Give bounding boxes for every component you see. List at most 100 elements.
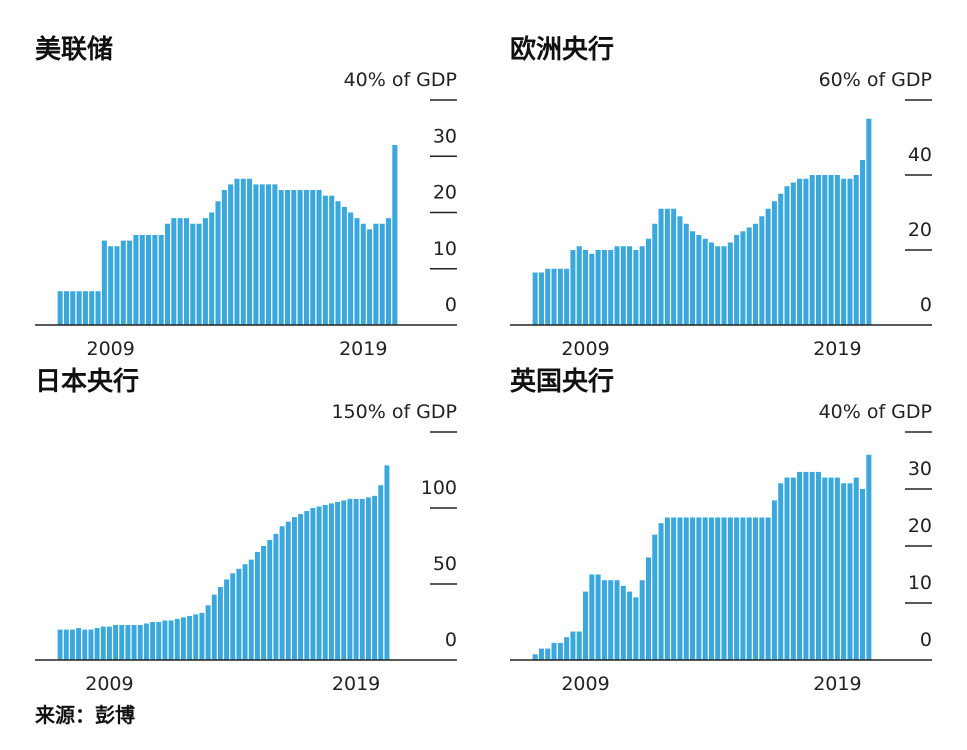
bar bbox=[310, 508, 316, 660]
bar bbox=[341, 500, 347, 660]
bar bbox=[746, 227, 752, 325]
bar bbox=[589, 574, 595, 660]
bar bbox=[683, 517, 689, 660]
bar bbox=[70, 291, 76, 325]
bar bbox=[139, 235, 145, 325]
bar bbox=[353, 498, 359, 660]
bar bbox=[677, 517, 683, 660]
bar bbox=[532, 654, 538, 660]
bar bbox=[379, 223, 385, 325]
bar bbox=[778, 483, 784, 660]
bar bbox=[633, 597, 639, 660]
bar bbox=[671, 208, 677, 325]
bar bbox=[784, 477, 790, 660]
bar bbox=[853, 477, 859, 660]
bar bbox=[790, 477, 796, 660]
bar bbox=[778, 193, 784, 325]
bar bbox=[378, 485, 384, 660]
bar bbox=[740, 231, 746, 325]
bar bbox=[354, 218, 360, 325]
bar bbox=[304, 511, 310, 660]
bar bbox=[221, 190, 227, 325]
y-tick-label: 40% of GDP bbox=[819, 401, 932, 423]
bar bbox=[860, 160, 866, 325]
y-tick-label: 60% of GDP bbox=[819, 69, 932, 91]
bar bbox=[652, 223, 658, 325]
x-tick-label: 2019 bbox=[339, 338, 387, 360]
y-tick-label: 20 bbox=[908, 515, 932, 537]
bar bbox=[217, 587, 223, 660]
bar bbox=[211, 594, 217, 660]
y-tick-label: 20 bbox=[908, 219, 932, 241]
bar bbox=[753, 223, 759, 325]
bar bbox=[57, 291, 63, 325]
bar bbox=[133, 235, 139, 325]
bar bbox=[570, 631, 576, 660]
bar bbox=[95, 291, 101, 325]
bar bbox=[373, 223, 379, 325]
bar bbox=[365, 497, 371, 660]
bar bbox=[143, 623, 149, 660]
bar bbox=[224, 579, 230, 660]
y-tick-label: 40 bbox=[908, 144, 932, 166]
bar bbox=[601, 250, 607, 325]
bar bbox=[545, 268, 551, 325]
bar bbox=[248, 559, 254, 660]
bar bbox=[119, 625, 125, 660]
bar bbox=[259, 184, 265, 325]
bar bbox=[285, 521, 291, 660]
bar bbox=[841, 178, 847, 325]
x-tick-label: 2019 bbox=[332, 673, 380, 695]
bar bbox=[538, 272, 544, 325]
bar bbox=[82, 629, 88, 660]
bar bbox=[272, 184, 278, 325]
bar bbox=[583, 250, 589, 325]
bar bbox=[557, 642, 563, 660]
bar bbox=[125, 625, 131, 660]
bar bbox=[215, 201, 221, 325]
bar bbox=[708, 242, 714, 325]
bar bbox=[120, 240, 126, 325]
bar bbox=[335, 501, 341, 660]
bar bbox=[815, 471, 821, 660]
bar bbox=[721, 517, 727, 660]
bar bbox=[164, 223, 171, 325]
bar bbox=[254, 552, 260, 660]
bar bbox=[310, 190, 316, 325]
bar bbox=[595, 250, 601, 325]
bar bbox=[348, 212, 354, 325]
bar bbox=[236, 568, 242, 660]
bar bbox=[156, 622, 162, 660]
y-tick-label: 150% of GDP bbox=[331, 401, 457, 423]
bar bbox=[545, 648, 551, 660]
bar bbox=[866, 118, 872, 325]
bar bbox=[384, 465, 390, 660]
x-tick-label: 2019 bbox=[813, 673, 861, 695]
bar bbox=[784, 186, 790, 325]
bar bbox=[372, 495, 378, 660]
panel-title: 美联储 bbox=[35, 34, 113, 65]
bar bbox=[608, 250, 614, 325]
bar bbox=[316, 506, 322, 660]
y-tick-label: 50 bbox=[433, 553, 457, 575]
bar bbox=[834, 175, 840, 325]
bar bbox=[847, 178, 853, 325]
bar bbox=[532, 272, 538, 325]
x-tick-label: 2009 bbox=[85, 673, 133, 695]
bar bbox=[601, 580, 607, 660]
bar bbox=[576, 246, 582, 325]
bar bbox=[335, 201, 341, 325]
bar bbox=[715, 517, 721, 660]
bar bbox=[683, 223, 689, 325]
bar bbox=[765, 517, 771, 660]
bar bbox=[291, 517, 297, 660]
bar bbox=[137, 625, 143, 660]
bar bbox=[570, 250, 576, 325]
bar bbox=[297, 190, 303, 325]
bar bbox=[113, 625, 119, 660]
bar bbox=[180, 617, 186, 660]
bar bbox=[652, 534, 658, 660]
bar bbox=[645, 238, 651, 325]
bar bbox=[860, 489, 866, 660]
